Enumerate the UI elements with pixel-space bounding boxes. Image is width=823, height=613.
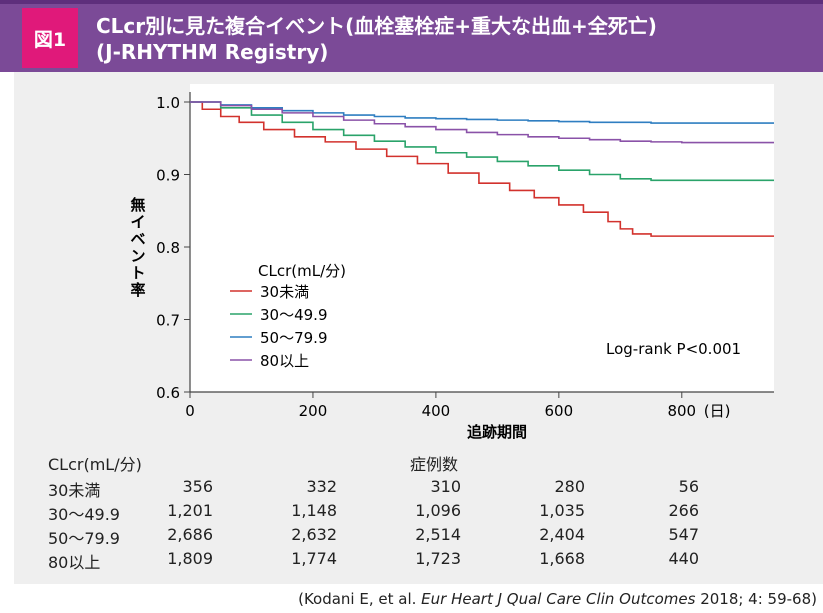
at-risk-cell: 440	[668, 549, 699, 568]
at-risk-header: CLcr(mL/分)	[48, 455, 142, 474]
citation-prefix: (Kodani E, et al.	[298, 590, 422, 608]
x-axis-label: 追跡期間	[467, 423, 527, 441]
at-risk-cell: 1,774	[291, 549, 337, 568]
y-tick-label: 0.8	[156, 239, 180, 257]
at-risk-cell: 1,201	[167, 501, 213, 520]
at-risk-row-label: 30〜49.9	[48, 505, 120, 524]
at-risk-cell: 266	[668, 501, 699, 520]
at-risk-cases-label: 症例数	[410, 455, 459, 474]
citation-suffix: 2018; 4: 59-68)	[695, 590, 817, 608]
header-accent-line	[0, 0, 823, 4]
at-risk-cell: 1,809	[167, 549, 213, 568]
at-risk-cell: 1,148	[291, 501, 337, 520]
at-risk-row-label: 80以上	[48, 553, 101, 572]
series-line-3	[190, 101, 774, 144]
citation-journal: Eur Heart J Qual Care Clin Outcomes	[421, 590, 696, 608]
x-tick-label: 200	[299, 402, 328, 420]
at-risk-cell: 1,035	[539, 501, 585, 520]
legend-label: 80以上	[260, 352, 309, 370]
at-risk-cell: 547	[668, 525, 699, 544]
y-axis-label: 無イベント率	[130, 196, 145, 299]
plot-area	[190, 84, 774, 392]
at-risk-cell: 1,723	[415, 549, 461, 568]
legend-title: CLcr(mL/分)	[258, 262, 346, 280]
at-risk-cell: 56	[678, 477, 699, 496]
y-tick-label: 1.0	[156, 94, 180, 112]
figure-header: 図1 CLcr別に見た複合イベント(血栓塞栓症+重大な出血+全死亡) (J-RH…	[0, 0, 823, 72]
at-risk-cell: 1,096	[415, 501, 461, 520]
series-line-1	[190, 101, 774, 182]
at-risk-cell: 280	[554, 477, 585, 496]
legend-label: 30〜49.9	[260, 306, 328, 324]
legend-label: 50〜79.9	[260, 329, 328, 347]
at-risk-cell: 2,686	[167, 525, 213, 544]
at-risk-cell: 2,514	[415, 525, 461, 544]
legend-label: 30未満	[260, 283, 309, 301]
at-risk-row-label: 50〜79.9	[48, 529, 120, 548]
at-risk-cell: 332	[306, 477, 337, 496]
x-tick-label: 400	[422, 402, 451, 420]
at-risk-cell: 2,632	[291, 525, 337, 544]
figure-title-line2: (J-RHYTHM Registry)	[96, 40, 329, 64]
at-risk-cell: 2,404	[539, 525, 585, 544]
x-unit-label: (日)	[704, 402, 731, 420]
y-tick-label: 0.6	[156, 384, 180, 402]
at-risk-row-label: 30未満	[48, 481, 101, 500]
figure-title-line1: CLcr別に見た複合イベント(血栓塞栓症+重大な出血+全死亡)	[96, 14, 657, 38]
series-line-0	[190, 101, 774, 237]
x-tick-label: 0	[185, 402, 195, 420]
y-tick-label: 0.7	[156, 312, 180, 330]
logrank-annotation: Log-rank P<0.001	[606, 340, 741, 358]
at-risk-cell: 356	[182, 477, 213, 496]
at-risk-cell: 1,668	[539, 549, 585, 568]
figure-badge: 図1	[22, 8, 78, 68]
at-risk-cell: 310	[430, 477, 461, 496]
y-tick-label: 0.9	[156, 167, 180, 185]
citation: (Kodani E, et al. Eur Heart J Qual Care …	[298, 590, 817, 608]
x-tick-label: 800	[667, 402, 696, 420]
x-tick-label: 600	[545, 402, 574, 420]
